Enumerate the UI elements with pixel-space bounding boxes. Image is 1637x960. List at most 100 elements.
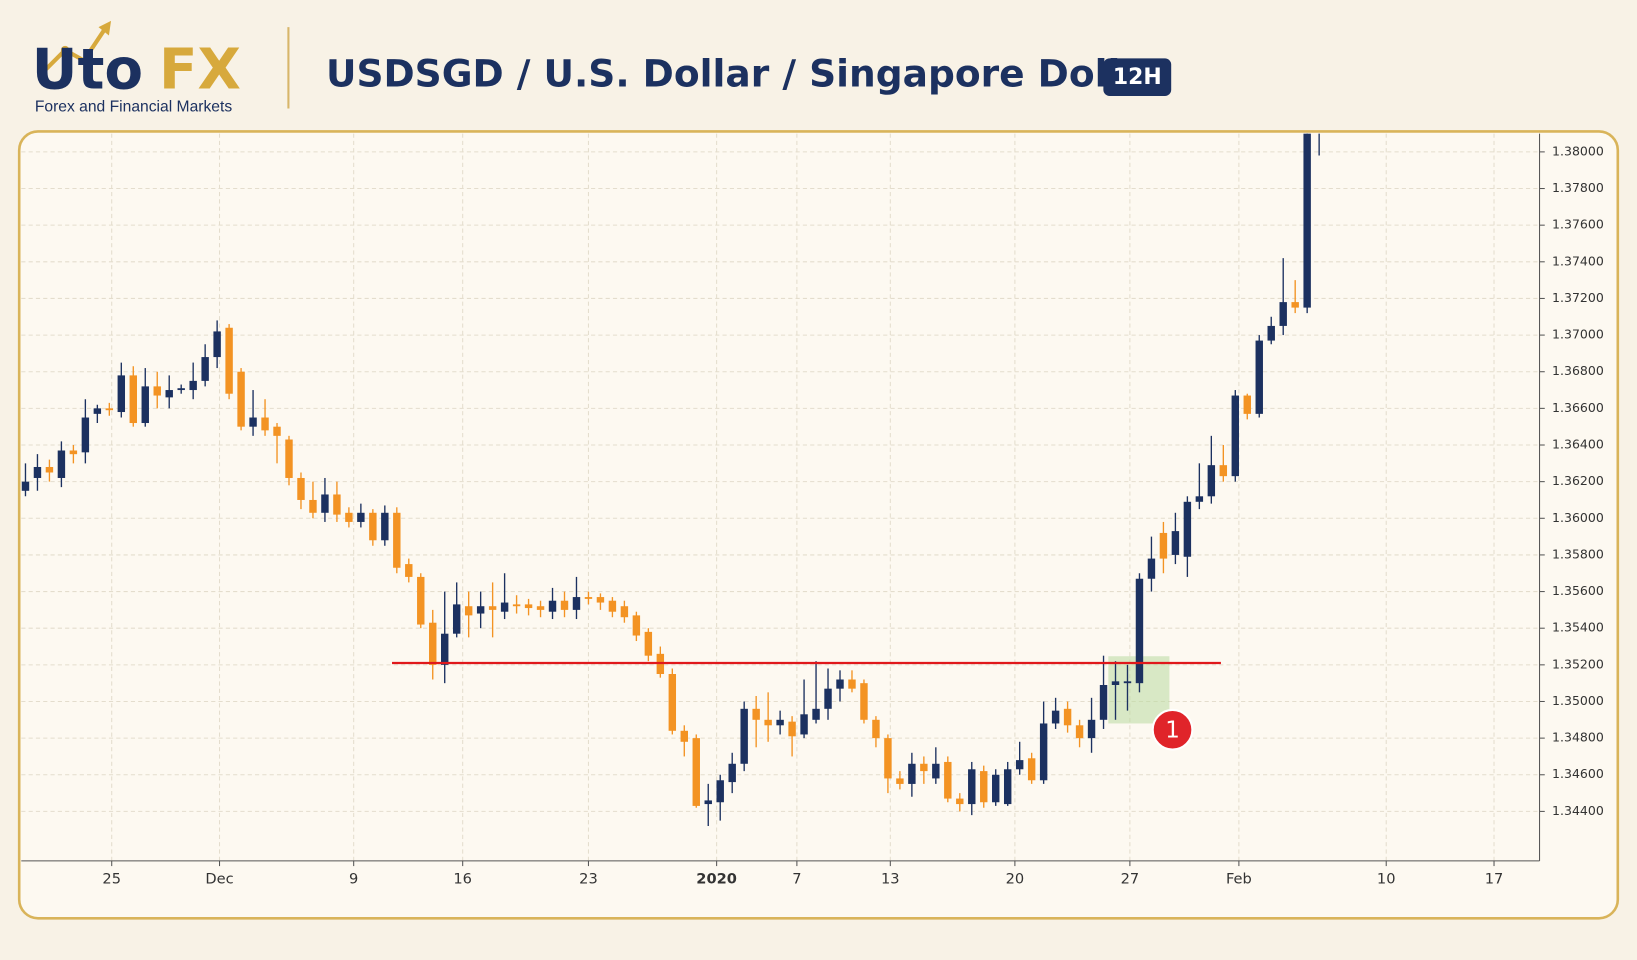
candle-body — [93, 408, 102, 414]
candle-body — [261, 417, 269, 431]
y-tick-label: 1.37600 — [1552, 217, 1604, 232]
candle-body — [405, 564, 413, 577]
candle-body — [393, 512, 401, 568]
logo-arrow-head — [98, 20, 112, 36]
candle-body — [285, 439, 293, 478]
candle-body — [141, 386, 149, 424]
y-tick-label: 1.36000 — [1552, 510, 1604, 525]
candle-body — [57, 450, 66, 478]
candle-body — [225, 327, 233, 394]
candle-body — [33, 466, 42, 478]
y-tick-label: 1.36400 — [1552, 437, 1604, 452]
candle-body — [153, 386, 161, 396]
candle-body — [980, 771, 988, 803]
candle-body — [1075, 725, 1084, 739]
x-tick-label: 16 — [453, 871, 472, 888]
candle-body — [680, 730, 688, 742]
candle-body — [524, 604, 533, 609]
candle-body — [1099, 684, 1108, 720]
plot-area — [21, 133, 1320, 827]
candle-body — [1135, 578, 1144, 684]
y-tick-label: 1.35800 — [1552, 546, 1604, 561]
candle-body — [1063, 708, 1072, 726]
candle-body — [1279, 302, 1287, 326]
candle-body — [620, 606, 629, 618]
candle-body — [920, 763, 928, 772]
candle-body — [896, 778, 904, 784]
candle-body — [884, 738, 892, 779]
axes: 1.34400 1.34600 1.34800 1.35000 1.35200 1.354… — [102, 143, 1603, 887]
candle-body — [572, 597, 581, 610]
candle-body — [548, 600, 557, 612]
candle-body — [584, 597, 593, 599]
y-tick-label: 1.36600 — [1552, 400, 1604, 415]
x-tick-label: 23 — [579, 871, 598, 888]
chart-frame — [17, 130, 1620, 920]
y-tick-label: 1.36200 — [1552, 473, 1604, 488]
x-tick-label: Dec — [205, 871, 233, 888]
candle-body — [764, 719, 772, 726]
candle-body — [740, 708, 748, 764]
candle-body — [1291, 302, 1299, 308]
interval-label: 12H — [1113, 65, 1162, 90]
candle-body — [1051, 710, 1060, 724]
logo-arrow — [40, 28, 107, 75]
candle-body — [452, 604, 461, 634]
candle-body — [189, 380, 197, 391]
candle-body — [1027, 758, 1036, 781]
candle-body — [333, 494, 341, 515]
candle-body — [752, 708, 760, 720]
candle-body — [417, 576, 425, 625]
candle-body — [45, 466, 54, 473]
x-tick-label: Feb — [1226, 871, 1252, 888]
y-tick-label: 1.34800 — [1552, 730, 1604, 745]
candle-body — [824, 688, 832, 709]
logo-dot — [60, 45, 70, 55]
x-tick-label: 25 — [102, 871, 121, 888]
candle-body — [1255, 340, 1263, 414]
candle-body — [81, 417, 90, 453]
y-tick-label: 1.34400 — [1552, 803, 1604, 818]
candle-body — [21, 481, 30, 491]
logo-accent: FX — [159, 38, 241, 103]
candle-body — [488, 606, 497, 610]
candle-body — [692, 738, 700, 806]
y-tick-label: 1.37000 — [1552, 327, 1604, 342]
candle-body — [165, 390, 173, 398]
annotation-label: 1 — [1165, 717, 1180, 743]
candle-body — [956, 798, 964, 805]
candle-body — [249, 417, 257, 427]
candle-body — [357, 512, 365, 522]
candle-body — [129, 375, 137, 424]
candle-body — [1087, 719, 1096, 739]
candle-body — [213, 331, 221, 358]
candle-body — [177, 388, 185, 391]
candle-body — [1183, 501, 1192, 557]
candle-body — [1303, 133, 1311, 308]
y-tick-label: 1.36800 — [1552, 363, 1604, 378]
candle-body — [644, 631, 653, 656]
candle-body — [105, 408, 114, 411]
x-tick-label: 7 — [792, 871, 801, 888]
x-tick-label: 20 — [1006, 871, 1025, 888]
candle-body — [1267, 325, 1275, 341]
candle-body — [500, 602, 509, 612]
candle-body — [596, 597, 605, 603]
candle-body — [968, 769, 976, 805]
candle-body — [381, 512, 389, 541]
candle-body — [476, 606, 485, 614]
y-tick-label: 1.37200 — [1552, 290, 1604, 305]
y-tick-label: 1.37800 — [1552, 180, 1604, 195]
y-tick-label: 1.35400 — [1552, 620, 1604, 635]
y-tick-label: 1.35000 — [1552, 693, 1604, 708]
candle-body — [860, 683, 868, 720]
x-tick-label: 2020 — [696, 871, 737, 888]
candle-body — [704, 800, 712, 805]
candle-body — [69, 450, 78, 455]
candle-body — [441, 633, 449, 665]
y-tick-label: 1.38000 — [1552, 143, 1604, 158]
candle-body — [800, 714, 808, 735]
candle-body — [1207, 465, 1216, 497]
candle-body — [872, 719, 880, 739]
